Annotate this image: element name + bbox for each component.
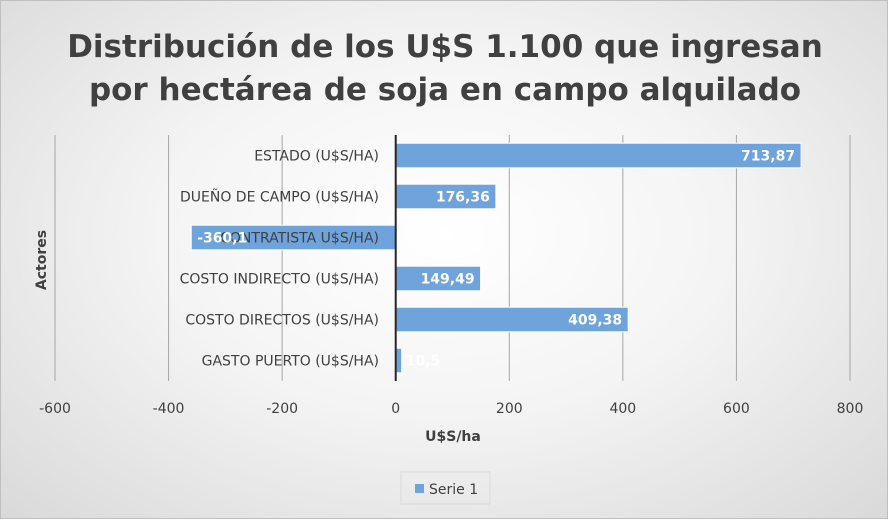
chart-title: Distribución de los U$S 1.100 que ingres… — [67, 29, 823, 108]
x-tick-label: 600 — [723, 401, 750, 417]
category-label: COSTO INDIRECTO (U$S/HA) — [180, 272, 379, 288]
bar — [395, 306, 629, 333]
x-axis-title: U$S/ha — [425, 429, 481, 445]
legend-box — [400, 471, 491, 505]
legend-swatch — [415, 484, 424, 493]
x-tick-label: -200 — [266, 401, 298, 417]
legend: Serie 1 — [400, 471, 491, 505]
data-label: -360,1 — [197, 231, 247, 247]
y-axis-title: Actores — [34, 230, 50, 290]
chart-title-line-2: por hectárea de soja en campo alquilado — [89, 72, 801, 108]
gridlines — [54, 135, 851, 381]
category-labels: ESTADO (U$S/HA) DUEÑO DE CAMPO (U$S/HA) CO… — [180, 149, 379, 370]
data-label: 713,87 — [741, 149, 795, 165]
x-tick-label: 0 — [391, 401, 400, 417]
x-tick-label: 200 — [496, 401, 523, 417]
x-tick-label: 400 — [609, 401, 636, 417]
x-tick-label: -400 — [153, 401, 185, 417]
data-label: 176,36 — [436, 190, 490, 206]
chart-title-line-1: Distribución de los U$S 1.100 que ingres… — [67, 29, 823, 65]
bar — [395, 183, 497, 210]
category-label: CONTRATISTA U$S/HA) — [220, 231, 379, 247]
data-label: 409,38 — [568, 313, 622, 329]
category-label: GASTO PUERTO (U$S/HA) — [202, 354, 379, 370]
legend-label: Serie 1 — [429, 482, 478, 498]
data-labels: 713,87 176,36 -360,1 149,49 409,38 10,5 — [197, 149, 795, 370]
data-label: 10,5 — [406, 354, 441, 370]
category-label: DUEÑO DE CAMPO (U$S/HA) — [180, 189, 379, 206]
category-label: COSTO DIRECTOS (U$S/HA) — [185, 313, 379, 329]
data-label: 149,49 — [421, 272, 475, 288]
x-tick-label: -600 — [39, 401, 71, 417]
category-label: ESTADO (U$S/HA) — [254, 149, 379, 165]
bar — [190, 224, 397, 251]
bars — [190, 142, 802, 374]
x-tick-labels: -600 -400 -200 0 200 400 600 800 — [39, 401, 863, 417]
x-tick-label: 800 — [837, 401, 864, 417]
